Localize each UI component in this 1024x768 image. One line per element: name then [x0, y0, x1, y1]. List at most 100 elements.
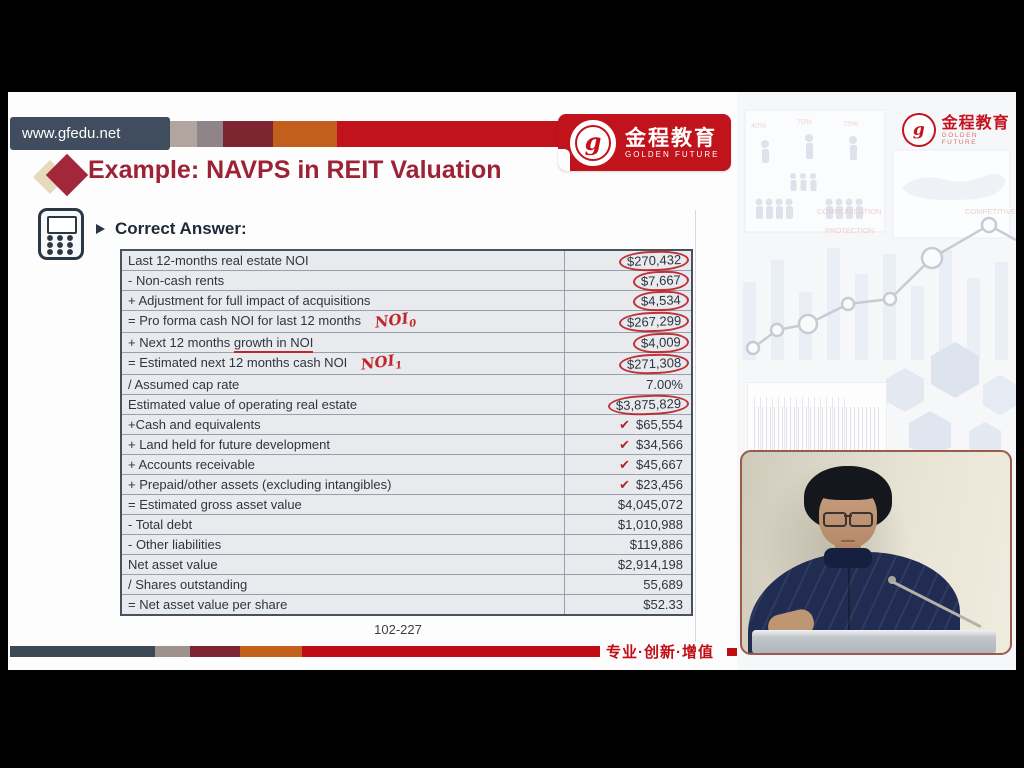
footer-bar-segment: [10, 646, 155, 657]
row-label: / Assumed cap rate: [120, 374, 565, 395]
row-label: Last 12-months real estate NOI: [120, 249, 565, 271]
presenter-glasses: [821, 512, 875, 527]
svg-text:COMPETITIVE: COMPETITIVE: [965, 207, 1016, 216]
red-circle-annotation: $4,009: [632, 332, 690, 354]
value-text: $4,045,072: [617, 497, 683, 512]
row-value: $271,308: [564, 352, 693, 376]
table-row: Estimated value of operating real estate…: [120, 393, 693, 417]
row-value: ✔ $65,554: [564, 414, 693, 435]
red-check-icon: ✔: [619, 476, 630, 492]
red-circle-annotation: $3,875,829: [607, 393, 690, 417]
svg-text:75%: 75%: [843, 119, 858, 128]
table-row: = Pro forma cash NOI for last 12 months N…: [120, 309, 693, 334]
arrow-bullet-icon: [96, 224, 105, 234]
row-label: Estimated value of operating real estate: [120, 394, 565, 415]
row-label: + Land held for future development: [120, 434, 565, 455]
table-row: + Accounts receivable ✔ $45,667: [120, 454, 693, 475]
value-text: $119,886: [629, 537, 683, 552]
footer-bar-segment: [155, 646, 190, 657]
microphone-icon: [888, 576, 896, 584]
row-label: / Shares outstanding: [120, 574, 565, 595]
brand-name-cn: 金程教育: [625, 126, 717, 150]
row-value: $7,667: [564, 270, 693, 292]
row-value: 55,689: [564, 574, 693, 595]
header-bar-segment: [273, 121, 337, 147]
jacket-zipper: [848, 568, 850, 648]
row-label: = Estimated gross asset value: [120, 494, 565, 515]
brand-seal-icon: g: [902, 113, 936, 147]
row-label: + Adjustment for full impact of acquisit…: [120, 290, 565, 311]
table-row: + Prepaid/other assets (excluding intang…: [120, 474, 693, 495]
svg-text:PROTECTION: PROTECTION: [825, 226, 874, 235]
brand-name-en: GOLDEN FUTURE: [941, 131, 979, 146]
page-number: 102-227: [374, 622, 422, 637]
header-bar-segment: [197, 121, 223, 147]
row-label: = Estimated next 12 months cash NOI NOI1: [120, 351, 565, 375]
navps-table: Last 12-months real estate NOI $270,432 - …: [120, 249, 693, 616]
table-row: Net asset value $2,914,198: [120, 554, 693, 575]
row-label: + Prepaid/other assets (excluding intang…: [120, 474, 565, 495]
row-value: $270,432: [564, 249, 693, 273]
footer-bar-segment: [302, 646, 600, 657]
red-circle-annotation: $267,299: [618, 310, 690, 334]
slide-edge-line: [695, 210, 696, 642]
row-label: +Cash and equivalents: [120, 414, 565, 435]
table-row: Last 12-months real estate NOI $270,432: [120, 249, 693, 273]
value-text: 7.00%: [646, 377, 683, 392]
webcam-panel: [740, 450, 1012, 655]
row-label: Net asset value: [120, 554, 565, 575]
row-value: $1,010,988: [564, 514, 693, 535]
brand-seal-icon: g: [570, 119, 616, 166]
brand-name-cn: 金程教育: [941, 114, 1010, 132]
brand-name-en: GOLDEN FUTURE: [625, 149, 720, 159]
calculator-icon: [38, 208, 84, 260]
people-infographic: 40% 70% 75%: [744, 109, 886, 233]
laptop: [752, 630, 996, 653]
red-check-icon: ✔: [619, 416, 630, 432]
row-value: 7.00%: [564, 374, 693, 395]
bar-chart-decor: [743, 248, 1008, 360]
website-url: www.gfedu.net: [10, 117, 170, 150]
presenter-hair-fringe: [812, 478, 884, 500]
handwritten-annotation: NOI1: [360, 351, 404, 374]
value-text: $45,667: [636, 456, 683, 472]
table-row: +Cash and equivalents ✔ $65,554: [120, 414, 693, 435]
value-text: $23,456: [636, 476, 683, 492]
header-bar-segment: [170, 121, 197, 147]
row-label: = Net asset value per share: [120, 594, 565, 616]
bullet-label: Correct Answer:: [115, 219, 247, 238]
value-text: $2,914,198: [617, 557, 683, 572]
row-value: $4,009: [564, 332, 693, 354]
row-value: ✔ $34,566: [564, 434, 693, 455]
red-circle-annotation: $271,308: [618, 352, 690, 376]
row-value: $3,875,829: [564, 393, 693, 417]
footer-bar-segment: [240, 646, 302, 657]
svg-text:COMMUNICATION: COMMUNICATION: [817, 207, 881, 216]
row-label: - Non-cash rents: [120, 270, 565, 291]
row-label: + Next 12 months growth in NOI: [120, 332, 565, 353]
table-row: / Shares outstanding 55,689: [120, 574, 693, 595]
red-underline: growth in NOI: [233, 335, 314, 353]
value-text: $65,554: [636, 416, 683, 432]
sidebar-brand-logo: g 金程教育 GOLDEN FUTURE: [902, 113, 1016, 147]
header-bar-segment: [223, 121, 273, 147]
svg-text:40%: 40%: [751, 121, 766, 130]
row-value: $119,886: [564, 534, 693, 555]
value-text: $1,010,988: [617, 517, 683, 532]
sidebar-decor: 40% 70% 75% COMMUNICATION PROTECTION COM…: [743, 109, 1016, 459]
handwritten-annotation: NOI0: [373, 309, 418, 332]
row-value: $2,914,198: [564, 554, 693, 575]
red-check-icon: ✔: [619, 456, 630, 472]
content-stage: www.gfedu.net g 金程教育 GOLDEN FUTURE Examp…: [8, 92, 1016, 670]
table-row: = Estimated gross asset value $4,045,072: [120, 494, 693, 515]
table-row: + Adjustment for full impact of acquisit…: [120, 290, 693, 312]
table-row: = Net asset value per share $52.33: [120, 594, 693, 616]
row-value: ✔ $23,456: [564, 474, 693, 495]
red-circle-annotation: $270,432: [618, 249, 690, 273]
slogan-text: 专业·创新·增值: [606, 644, 714, 661]
table-row: / Assumed cap rate 7.00%: [120, 374, 693, 395]
value-text: $34,566: [636, 436, 683, 452]
svg-text:70%: 70%: [797, 117, 812, 126]
row-value: $267,299: [564, 310, 693, 334]
